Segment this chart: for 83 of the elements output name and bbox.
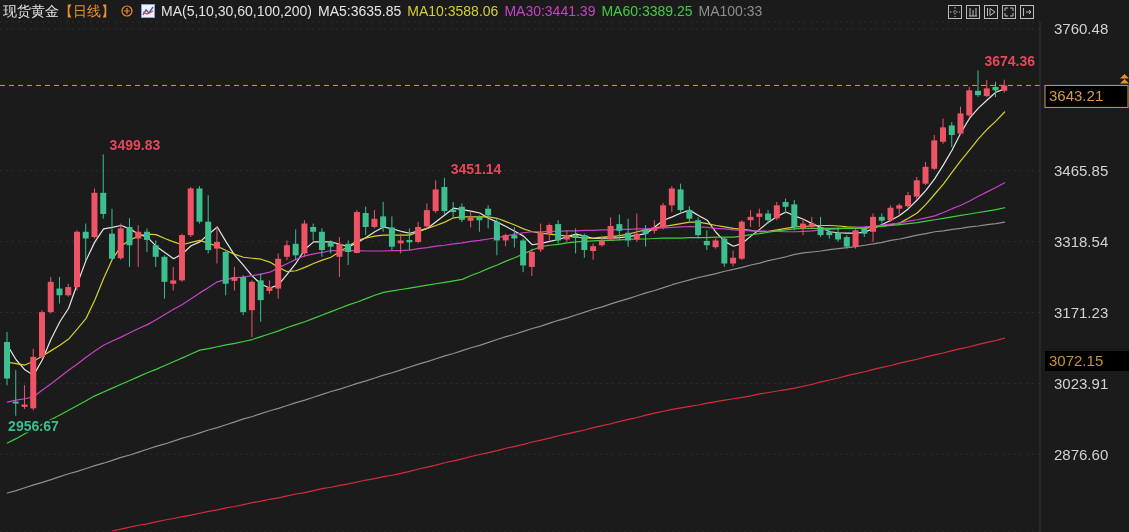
candlestick [485,204,492,229]
candlestick [572,227,579,254]
candlestick [458,202,465,223]
candlestick [100,153,107,220]
text: MA30:3441.39 [504,2,596,20]
text: 3451.14 [450,160,502,177]
candlestick [143,227,150,253]
candlestick [913,176,920,201]
candlestick [948,121,955,148]
candlestick [362,206,369,236]
candlestick [423,202,430,229]
line-series [6,221,1006,494]
candlestick [852,227,859,250]
candlestick [257,273,264,323]
y-tick-label: 3171.23 [1054,303,1109,321]
candlestick [318,227,325,258]
candlestick [668,185,675,213]
candlestick [590,242,597,261]
chart-subtitle: 【日线】 [59,3,115,19]
text: 3072.15 [1049,352,1104,369]
candlestick [598,236,605,248]
candlestick [940,118,947,145]
candlestick [756,208,763,228]
text: 3499.83 [109,137,161,154]
candlestick [126,217,133,268]
text: MA10:3588.06 [407,2,499,20]
text: MA100:33 [698,2,763,20]
ref-line-label: 3643.21 [1049,87,1104,105]
legend-title: MA(5,10,30,60,100,200) [161,2,312,20]
candlestick [773,201,780,221]
candlestick [870,212,877,243]
candlestick [345,239,352,266]
y-tick-label: 3318.54 [1054,232,1109,250]
text: MA60:3389.25 [601,2,693,20]
candlestick [791,199,798,231]
candlestick [607,216,614,242]
text: 3674.36 [984,53,1035,70]
candlestick [12,369,19,417]
candlestick [152,239,159,268]
candlestick [581,233,588,259]
candlestick [82,223,89,261]
candlestick [835,226,842,243]
text: MA5:3635.85 [318,2,402,20]
candlestick [283,239,290,261]
candlestick [388,215,395,251]
candlestick [703,229,710,251]
y-tick-label: 3465.85 [1054,162,1109,180]
candlestick [677,183,684,213]
line-series [6,182,1006,403]
candlestick [975,69,982,98]
candlestick [135,224,142,268]
candlestick [695,216,702,240]
candlestick [336,236,343,278]
y-tick-label: 3023.91 [1054,374,1109,392]
candlestick [563,229,570,243]
chart-title: 现货黄金 [3,3,59,19]
candlestick [555,219,562,245]
candlestick [371,209,378,229]
candlestick [380,201,387,233]
candlestick [432,179,439,214]
candlestick [817,216,824,238]
candlestick [231,266,238,291]
candlestick [170,266,177,291]
candlestick [616,213,623,240]
candlestick [922,161,929,186]
candlestick [642,224,649,248]
candlestick [528,248,535,277]
candlestick [56,276,63,304]
candlestick [625,218,632,248]
candlestick [765,209,772,225]
candlestick [292,228,299,261]
candlestick [511,226,518,249]
candlestick [957,106,964,136]
y-tick-label: 2876.60 [1054,445,1109,463]
candlestick [537,223,544,253]
candlestick [213,226,220,265]
line-series [111,337,1006,532]
candlestick [397,233,404,254]
candlestick [415,221,422,244]
candlestick [493,217,500,256]
y-tick-label: 3760.48 [1054,20,1109,38]
candlestick [660,202,667,230]
candlestick [730,250,737,267]
